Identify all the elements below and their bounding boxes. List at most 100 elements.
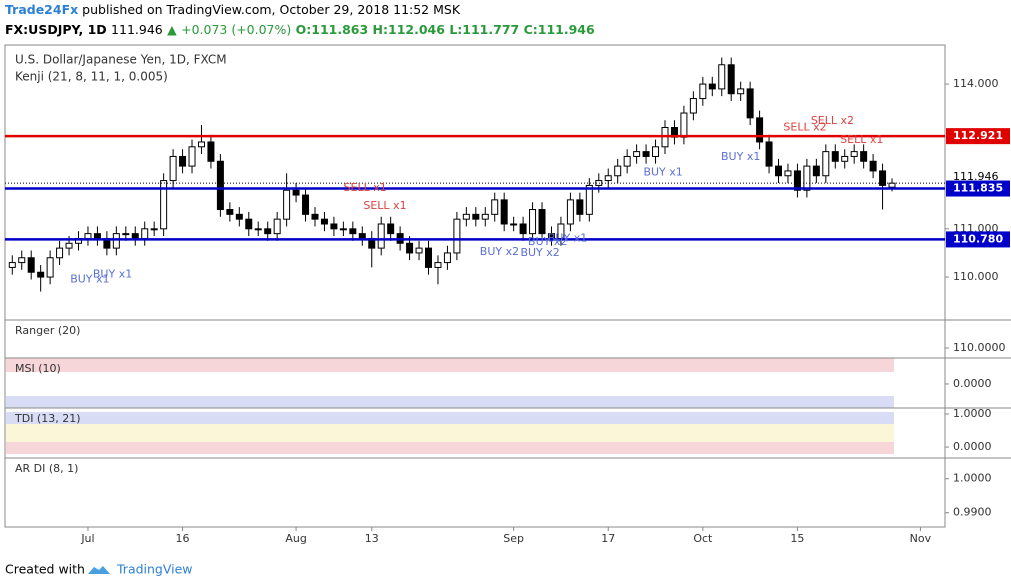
- candle-body: [604, 175, 612, 182]
- candle-body: [56, 247, 64, 259]
- candle-body: [197, 141, 205, 148]
- candle-body: [302, 194, 310, 215]
- candle-body: [93, 233, 101, 239]
- candle-body: [27, 257, 35, 273]
- candle-body: [746, 88, 754, 119]
- x-tick-label: 15: [790, 532, 804, 545]
- signal-label: BUY x2: [528, 235, 567, 248]
- candle-body: [765, 141, 773, 167]
- candle-body: [472, 213, 480, 220]
- y-tick-label: 114.000: [953, 77, 999, 90]
- candle-body: [491, 199, 499, 215]
- x-tick-label: 13: [365, 532, 379, 545]
- candle-body: [46, 257, 54, 278]
- candle-body: [292, 189, 300, 196]
- candle-body: [358, 233, 366, 239]
- candle-body: [160, 180, 168, 230]
- tdi-upper-band: [6, 412, 894, 424]
- candle-body: [434, 262, 442, 268]
- open: O:111.863: [296, 22, 369, 37]
- tdi-mid-band: [6, 424, 894, 442]
- tdi-lower-band: [6, 442, 894, 454]
- signal-label: SELL x1: [344, 181, 387, 194]
- candle-body: [812, 165, 820, 177]
- chart-title: U.S. Dollar/Japanese Yen, 1D, FXCM: [15, 53, 227, 67]
- close: C:111.946: [524, 22, 595, 37]
- candle-body: [65, 242, 73, 249]
- candle-body: [453, 218, 461, 254]
- candle-body: [850, 151, 858, 157]
- candle-body: [585, 184, 593, 215]
- y-tick-label: 110.0000: [953, 341, 1006, 354]
- candle-body: [84, 233, 92, 239]
- level-label-box: [946, 128, 1010, 145]
- candle-body: [226, 209, 234, 215]
- candle-body: [510, 223, 518, 226]
- candle-body: [254, 228, 262, 231]
- candle-body: [481, 213, 489, 220]
- symbol: FX:USDJPY, 1D: [5, 22, 107, 37]
- tv-logo: [88, 566, 110, 574]
- footer-brand: TradingView: [116, 562, 193, 577]
- candle-body: [803, 165, 811, 191]
- candle-body: [188, 146, 196, 167]
- candle-body: [652, 146, 660, 157]
- candle-body: [529, 209, 537, 235]
- candle-body: [822, 151, 830, 177]
- level-label: 110.780: [953, 232, 1003, 245]
- candle-body: [216, 160, 224, 211]
- quote: FX:USDJPY, 1D 111.946 ▲ +0.073 (+0.07%) …: [5, 22, 595, 37]
- candle-body: [207, 141, 215, 162]
- candle-body: [793, 170, 801, 191]
- candle-body: [112, 233, 120, 249]
- signal-label: SELL x2: [783, 121, 826, 134]
- signal-label: BUY x2: [520, 246, 559, 259]
- candle-body: [406, 242, 414, 254]
- level-label: 112.921: [953, 129, 1003, 142]
- candle-body: [320, 218, 328, 225]
- level-label-box: [946, 231, 1010, 248]
- level-label: 111.835: [953, 182, 1003, 195]
- high: H:112.046: [373, 22, 446, 37]
- candle-body: [425, 247, 433, 268]
- signal-label: SELL x2: [811, 114, 854, 127]
- level-label-box: [946, 180, 1010, 197]
- candle-body: [37, 271, 45, 278]
- x-tick-label: Sep: [503, 532, 524, 545]
- signal-label: BUY x1: [70, 272, 109, 285]
- candle-body: [538, 209, 546, 235]
- low: L:111.777: [449, 22, 519, 37]
- signal-label: SELL x1: [363, 199, 406, 212]
- candle-body: [415, 247, 423, 254]
- candle-body: [879, 170, 887, 186]
- candle-body: [775, 165, 783, 177]
- candle-body: [150, 228, 158, 231]
- candle-body: [623, 155, 631, 167]
- pane-title: TDI (13, 21): [14, 412, 81, 425]
- signal-label: BUY x2: [480, 245, 519, 258]
- change: +0.073 (+0.07%): [181, 22, 291, 37]
- x-tick-label: Oct: [693, 532, 713, 545]
- candle-body: [283, 189, 291, 220]
- price: 111.946: [111, 22, 163, 37]
- candle-body: [245, 218, 253, 230]
- candle-body: [131, 233, 139, 239]
- signal-label: BUY x1: [643, 165, 682, 178]
- brand: Trade24Fx published on TradingView.com, …: [5, 2, 461, 17]
- candle-body: [179, 155, 187, 167]
- x-tick-label: Nov: [910, 532, 932, 545]
- footer-created: Created with: [5, 562, 85, 577]
- candle-body: [756, 117, 764, 143]
- candle-body: [18, 257, 26, 264]
- candle-body: [699, 83, 707, 100]
- signal-label: SELL x1: [840, 133, 883, 146]
- candle-body: [784, 170, 792, 177]
- signal-label: BUY x1: [548, 231, 587, 244]
- y-tick-label: 1.0000: [953, 472, 992, 485]
- candle-body: [737, 88, 745, 95]
- brand-name: Trade24Fx: [5, 2, 78, 17]
- candle-body: [708, 83, 716, 90]
- candle-body: [235, 213, 243, 220]
- arrow: ▲: [167, 22, 177, 37]
